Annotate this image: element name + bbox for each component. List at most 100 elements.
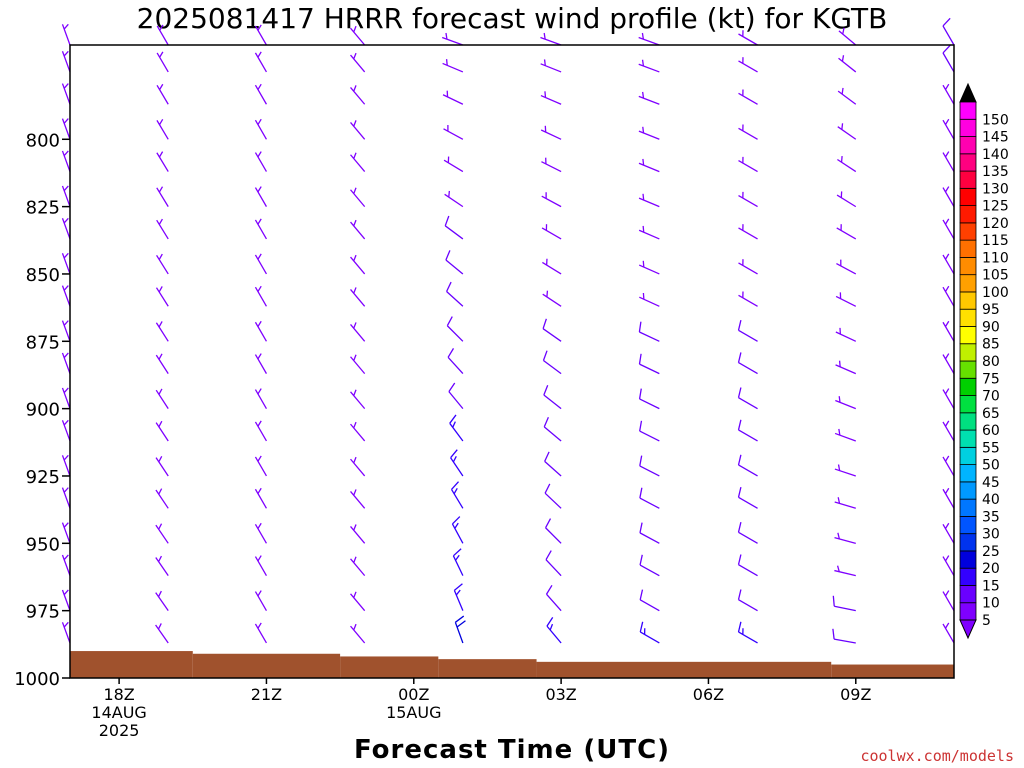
barb-half-feather <box>642 158 645 166</box>
barb-half-feather <box>353 623 357 631</box>
barb-feather <box>737 621 742 633</box>
barb-staff <box>155 354 169 374</box>
barb-half-feather <box>63 217 69 224</box>
colorbar-swatch <box>959 377 977 396</box>
wind-barb <box>446 316 464 342</box>
barb-staff <box>542 328 562 342</box>
barb-staff <box>449 422 464 442</box>
wind-barb <box>61 23 71 46</box>
colorbar-swatch <box>959 222 977 241</box>
colorbar-label: 45 <box>982 475 1000 491</box>
y-tick-label: 825 <box>26 198 60 219</box>
colorbar-swatch <box>959 498 977 517</box>
barb-staff <box>738 397 758 410</box>
wind-barb <box>350 85 366 105</box>
wind-barb <box>540 59 562 73</box>
barb-feather <box>542 350 548 361</box>
wind-barb <box>834 428 857 442</box>
barb-staff <box>942 219 955 240</box>
wind-barb <box>441 32 464 46</box>
barb-staff <box>254 25 268 46</box>
barb-staff <box>442 94 464 105</box>
wind-barb <box>834 532 856 544</box>
colorbar-label: 115 <box>982 233 1009 249</box>
barb-half-feather <box>159 83 164 90</box>
barb-feather <box>639 621 644 633</box>
barb-staff <box>350 391 366 410</box>
barb-half-feather <box>63 352 69 359</box>
wind-barb <box>350 254 366 275</box>
terrain-block-4 <box>536 661 832 678</box>
wind-barb <box>541 157 562 173</box>
barb-half-feather <box>158 218 163 225</box>
barb-half-feather <box>257 487 262 494</box>
wind-barb <box>350 152 366 173</box>
barb-staff <box>639 564 660 577</box>
barb-staff <box>350 189 366 208</box>
barb-half-feather <box>63 320 69 326</box>
barb-half-feather <box>63 252 69 259</box>
barb-staff <box>836 227 857 240</box>
wind-barb <box>942 487 955 509</box>
barb-staff <box>254 286 268 307</box>
wind-barb <box>836 191 857 208</box>
wind-barb <box>350 456 366 477</box>
colorbar-label: 75 <box>982 371 1000 387</box>
barb-half-feather <box>63 150 69 157</box>
barb-feather <box>832 595 835 607</box>
wind-barb <box>942 186 955 207</box>
wind-barb <box>638 193 660 208</box>
y-tick-label: 1000 <box>14 669 60 690</box>
wind-barb <box>738 156 758 173</box>
chart-title: 2025081417 HRRR forecast wind profile (k… <box>137 2 888 35</box>
barb-half-feather <box>642 126 645 134</box>
barb-half-feather <box>353 85 357 92</box>
barb-feather <box>639 554 643 566</box>
barb-feather <box>451 481 460 490</box>
barb-half-feather <box>257 555 262 562</box>
wind-barb <box>942 353 955 374</box>
barb-staff <box>738 631 758 644</box>
y-tick-label: 850 <box>26 265 60 286</box>
wind-barb <box>545 550 562 577</box>
barb-half-feather <box>158 420 163 428</box>
barb-half-feather <box>158 523 163 530</box>
wind-barb <box>540 91 562 105</box>
wind-barb <box>942 320 955 342</box>
barb-staff <box>835 399 857 410</box>
barb-feather <box>448 382 456 393</box>
wind-barb <box>254 522 268 544</box>
barb-feather <box>451 516 461 525</box>
barb-half-feather <box>546 290 549 297</box>
barb-staff <box>61 185 71 207</box>
barb-staff <box>544 460 562 477</box>
colorbar-swatch <box>959 153 977 172</box>
wind-barb <box>738 89 758 105</box>
barb-staff <box>155 287 169 307</box>
barb-half-feather <box>944 253 950 260</box>
wind-barb <box>639 554 660 577</box>
wind-barb <box>638 260 660 275</box>
barb-staff <box>738 429 758 442</box>
barb-feather <box>942 44 951 54</box>
barb-staff <box>738 92 758 105</box>
barb-half-feather <box>158 353 163 360</box>
barb-staff <box>738 227 758 240</box>
barb-staff <box>942 321 955 342</box>
plot-area <box>61 17 955 678</box>
barb-staff <box>442 62 464 73</box>
barb-half-feather <box>257 83 262 90</box>
barb-half-feather <box>944 285 950 292</box>
wind-barb <box>546 617 562 644</box>
barb-staff <box>638 264 660 275</box>
barb-staff <box>254 389 268 409</box>
barb-half-feather <box>63 185 69 192</box>
barb-staff <box>350 27 366 46</box>
wind-barb <box>451 516 464 544</box>
barb-staff <box>942 354 955 374</box>
wind-barb <box>540 125 562 140</box>
barb-staff <box>738 362 758 375</box>
wind-barb <box>542 350 562 375</box>
barb-half-feather <box>944 455 950 462</box>
wind-barb <box>350 187 366 208</box>
